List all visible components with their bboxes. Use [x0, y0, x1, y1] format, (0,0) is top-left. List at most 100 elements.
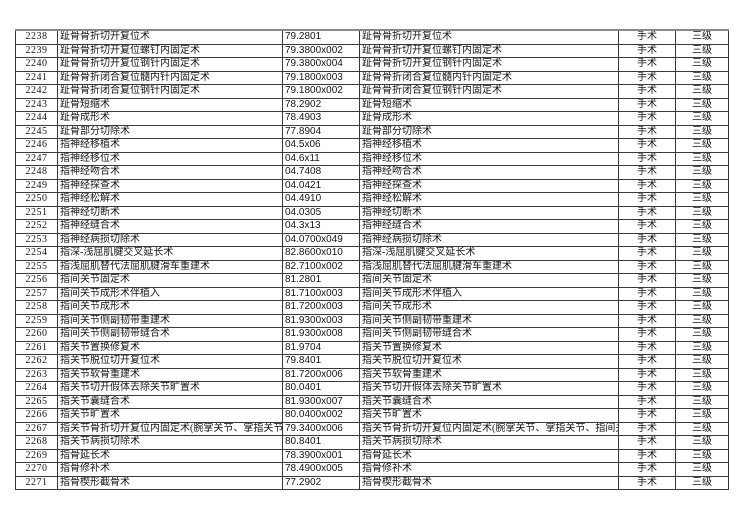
- category-label: 手术: [618, 286, 676, 301]
- row-id: 2266: [15, 408, 58, 423]
- procedure-name: 指关节骨折切开复位内固定术(腕掌关节、掌指关节、指间关节): [57, 421, 283, 436]
- procedure-name-repeat: 指神经松解术: [359, 192, 619, 207]
- category-label: 手术: [618, 448, 676, 463]
- procedure-name: 指神经吻合术: [57, 165, 283, 180]
- procedure-name: 趾骨骨折切开复位术: [57, 29, 283, 45]
- row-id: 2241: [15, 70, 58, 85]
- procedure-name-repeat: 指关节切开假体去除关节旷置术: [359, 381, 619, 396]
- row-id: 2246: [15, 138, 58, 153]
- level-label: 三级: [675, 313, 729, 328]
- table-row: 2268 指关节病损切除术 80.8401 指关节病损切除术 手术 三级: [15, 435, 729, 450]
- procedure-name: 指神经缝合术: [57, 219, 283, 234]
- table-row: 2270 指骨修补术 78.4900x005 指骨修补术 手术 三级: [15, 462, 729, 477]
- category-label: 手术: [618, 381, 676, 396]
- level-label: 三级: [675, 232, 729, 247]
- procedure-name-repeat: 指关节置换修复术: [359, 340, 619, 355]
- procedure-code: 79.1800x002: [282, 84, 360, 99]
- level-label: 三级: [675, 151, 729, 166]
- level-label: 三级: [675, 111, 729, 126]
- category-label: 手术: [618, 367, 676, 382]
- level-label: 三级: [675, 367, 729, 382]
- level-label: 三级: [675, 84, 729, 99]
- procedure-code: 81.9704: [282, 340, 360, 355]
- table-row: 2250 指神经松解术 04.4910 指神经松解术 手术 三级: [15, 192, 729, 207]
- table-row: 2243 趾骨短缩术 78.2902 趾骨短缩术 手术 三级: [15, 97, 729, 112]
- procedure-name: 指关节囊缝合术: [57, 394, 283, 409]
- procedure-code: 79.3400x006: [282, 421, 360, 436]
- level-label: 三级: [675, 448, 729, 463]
- procedure-code: 82.7100x002: [282, 259, 360, 274]
- category-label: 手术: [618, 273, 676, 288]
- procedure-name-repeat: 指间关节固定术: [359, 273, 619, 288]
- row-id: 2257: [15, 286, 58, 301]
- procedure-name-repeat: 指间关节侧副韧带缝合术: [359, 327, 619, 342]
- table-row: 2241 趾骨骨折闭合复位髓内针内固定术 79.1800x003 趾骨骨折闭合复位髓内…: [15, 70, 729, 85]
- procedure-code: 81.2801: [282, 273, 360, 288]
- procedure-name: 趾骨骨折闭合复位髓内针内固定术: [57, 70, 283, 85]
- row-id: 2248: [15, 165, 58, 180]
- procedure-name-repeat: 指关节囊缝合术: [359, 394, 619, 409]
- level-label: 三级: [675, 354, 729, 369]
- row-id: 2267: [15, 421, 58, 436]
- procedure-name-repeat: 指间关节成形术伴植入: [359, 286, 619, 301]
- procedure-code: 77.8904: [282, 124, 360, 139]
- table-row: 2252 指神经缝合术 04.3x13 指神经缝合术 手术 三级: [15, 219, 729, 234]
- level-label: 三级: [675, 259, 729, 274]
- table-row: 2267指关节骨折切开复位内固定术(腕掌关节、掌指关节、指间关节)79.3400…: [15, 421, 729, 436]
- category-label: 手术: [618, 97, 676, 112]
- procedure-table: 2238 趾骨骨折切开复位术 79.2801 趾骨骨折切开复位术 手术 三级 2239 趾骨骨…: [15, 29, 729, 490]
- level-label: 三级: [675, 138, 729, 153]
- procedure-code: 81.9300x007: [282, 394, 360, 409]
- procedure-name-repeat: 趾骨短缩术: [359, 97, 619, 112]
- level-label: 三级: [675, 205, 729, 220]
- category-label: 手术: [618, 313, 676, 328]
- level-label: 三级: [675, 178, 729, 193]
- category-label: 手术: [618, 475, 676, 490]
- level-label: 三级: [675, 462, 729, 477]
- procedure-code: 79.1800x003: [282, 70, 360, 85]
- row-id: 2250: [15, 192, 58, 207]
- procedure-name-repeat: 趾骨骨折切开复位术: [359, 29, 619, 45]
- table-row: 2248 指神经吻合术 04.7408 指神经吻合术 手术 三级: [15, 165, 729, 180]
- level-label: 三级: [675, 219, 729, 234]
- procedure-name: 趾骨部分切除术: [57, 124, 283, 139]
- level-label: 三级: [675, 124, 729, 139]
- row-id: 2263: [15, 367, 58, 382]
- category-label: 手术: [618, 70, 676, 85]
- procedure-name: 指关节软骨重建术: [57, 367, 283, 382]
- level-label: 三级: [675, 97, 729, 112]
- level-label: 三级: [675, 300, 729, 315]
- table-row: 2240 趾骨骨折切开复位钢针内固定术 79.3800x004 趾骨骨折切开复位钢针内…: [15, 57, 729, 72]
- row-id: 2242: [15, 84, 58, 99]
- procedure-name: 指关节脱位切开复位术: [57, 354, 283, 369]
- procedure-code: 04.0700x049: [282, 232, 360, 247]
- table-row: 2242 趾骨骨折闭合复位钢针内固定术 79.1800x002 趾骨骨折闭合复位钢针内…: [15, 84, 729, 99]
- category-label: 手术: [618, 354, 676, 369]
- category-label: 手术: [618, 57, 676, 72]
- table-row: 2271 指骨楔形截骨术 77.2902 指骨楔形截骨术 手术 三级: [15, 475, 729, 490]
- level-label: 三级: [675, 192, 729, 207]
- table-row: 2258 指间关节成形术 81.7200x003 指间关节成形术 手术 三级: [15, 300, 729, 315]
- procedure-code: 79.3800x002: [282, 43, 360, 58]
- procedure-code: 81.7200x003: [282, 300, 360, 315]
- row-id: 2249: [15, 178, 58, 193]
- procedure-code: 79.8401: [282, 354, 360, 369]
- table-row: 2265 指关节囊缝合术 81.9300x007 指关节囊缝合术 手术 三级: [15, 394, 729, 409]
- table-row: 2262 指关节脱位切开复位术 79.8401 指关节脱位切开复位术 手术 三级: [15, 354, 729, 369]
- procedure-name-repeat: 指骨修补术: [359, 462, 619, 477]
- category-label: 手术: [618, 124, 676, 139]
- procedure-code: 82.8600x010: [282, 246, 360, 261]
- table-row: 2244 趾骨成形术 78.4903 趾骨成形术 手术 三级: [15, 111, 729, 126]
- procedure-name-repeat: 指关节脱位切开复位术: [359, 354, 619, 369]
- row-id: 2255: [15, 259, 58, 274]
- level-label: 三级: [675, 394, 729, 409]
- category-label: 手术: [618, 462, 676, 477]
- category-label: 手术: [618, 300, 676, 315]
- level-label: 三级: [675, 286, 729, 301]
- procedure-name: 指关节病损切除术: [57, 435, 283, 450]
- procedure-name-repeat: 趾骨骨折闭合复位钢针内固定术: [359, 84, 619, 99]
- table-row: 2260 指间关节侧副韧带缝合术 81.9300x008 指间关节侧副韧带缝合术 手术三…: [15, 327, 729, 342]
- procedure-code: 04.7408: [282, 165, 360, 180]
- table-row: 2269 指骨延长术 78.3900x001 指骨延长术 手术 三级: [15, 448, 729, 463]
- procedure-name: 指神经病损切除术: [57, 232, 283, 247]
